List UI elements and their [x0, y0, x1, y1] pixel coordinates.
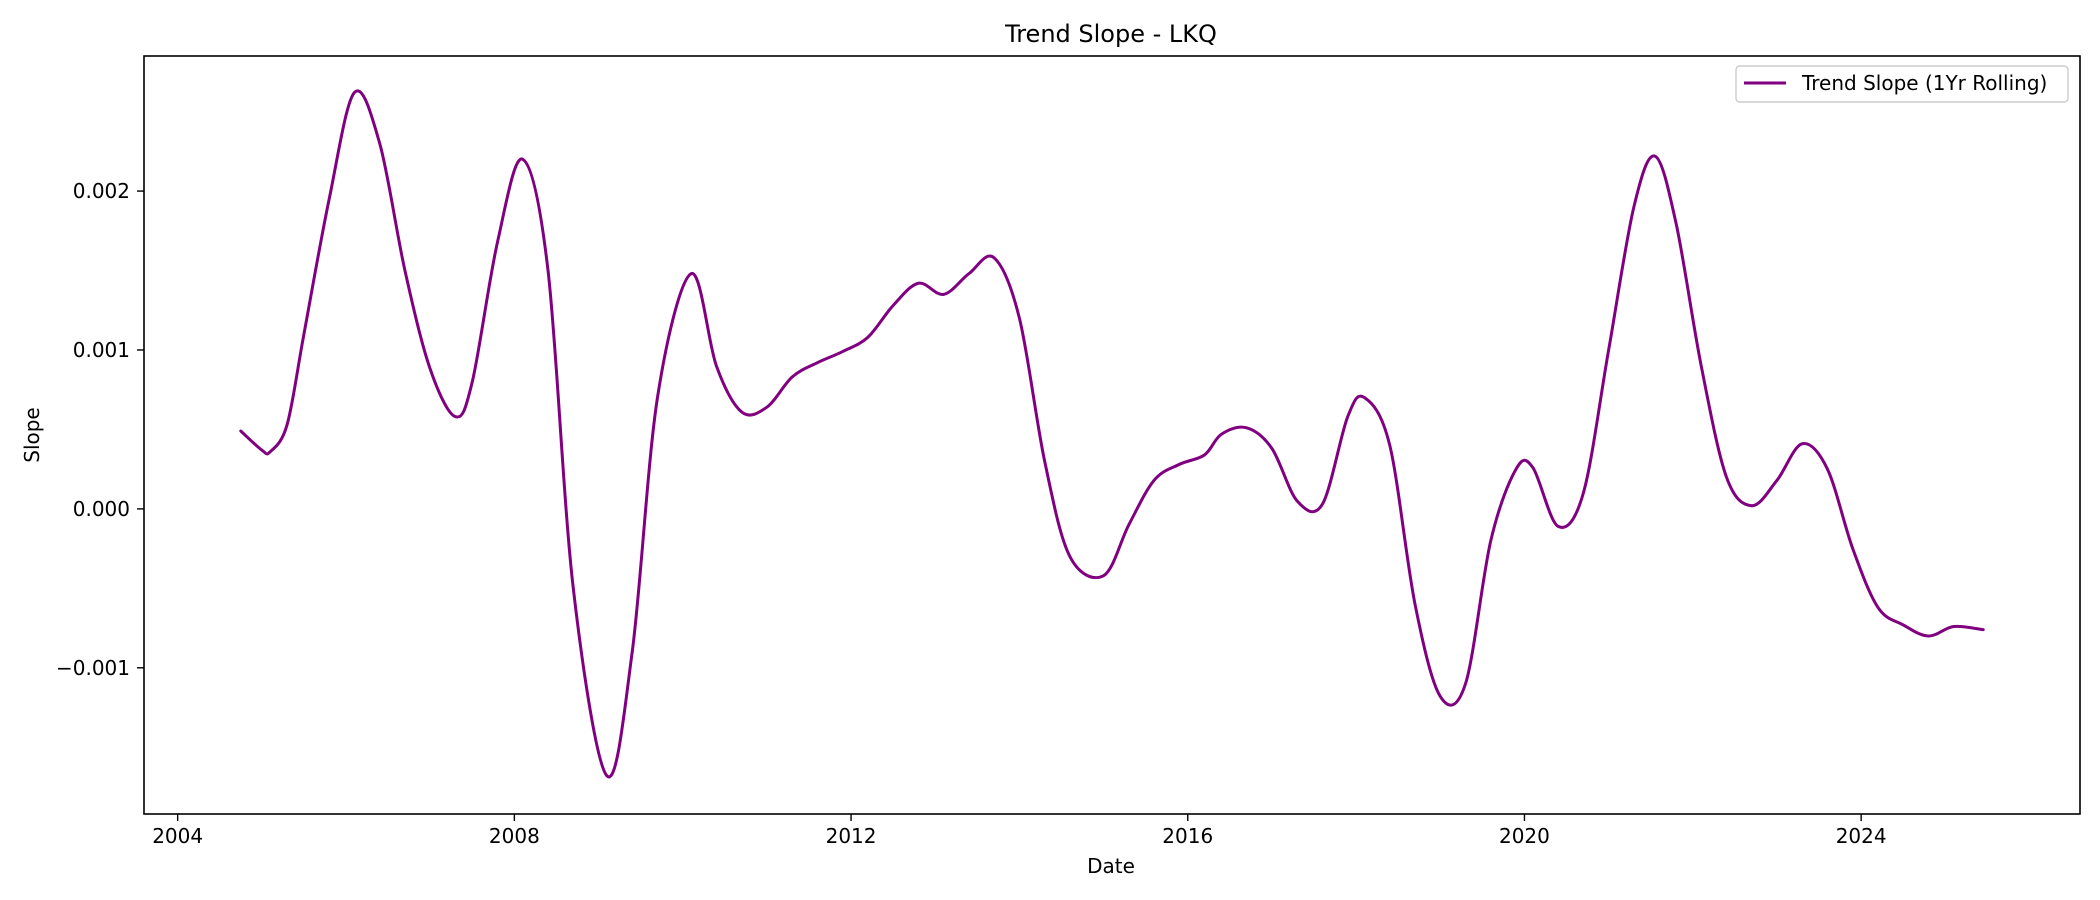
y-tick-label: −0.001	[56, 656, 130, 680]
series-layer	[239, 89, 1985, 779]
x-tick-label: 2004	[152, 824, 203, 848]
x-tick-label: 2008	[489, 824, 540, 848]
x-axis-title: Date	[1087, 854, 1135, 878]
plot-area	[143, 55, 2081, 815]
series-line-trend-slope	[239, 89, 1985, 779]
x-tick-label: 2012	[826, 824, 877, 848]
y-tick-label: 0.000	[73, 497, 130, 521]
chart-title: Trend Slope - LKQ	[1004, 20, 1217, 48]
x-tick-label: 2016	[1162, 824, 1213, 848]
legend: Trend Slope (1Yr Rolling)	[1735, 65, 2069, 103]
legend-label: Trend Slope (1Yr Rolling)	[1801, 71, 2047, 95]
x-tick-label: 2024	[1836, 824, 1887, 848]
x-axis: 2004 2008 2012 2016 2020 2024	[152, 814, 1887, 848]
y-tick-label: 0.002	[73, 179, 130, 203]
y-tick-label: 0.001	[73, 338, 130, 362]
y-axis-title: Slope	[20, 407, 44, 463]
y-axis: −0.001 0.000 0.001 0.002	[56, 179, 144, 680]
legend-box	[1735, 65, 2069, 103]
x-tick-label: 2020	[1499, 824, 1550, 848]
